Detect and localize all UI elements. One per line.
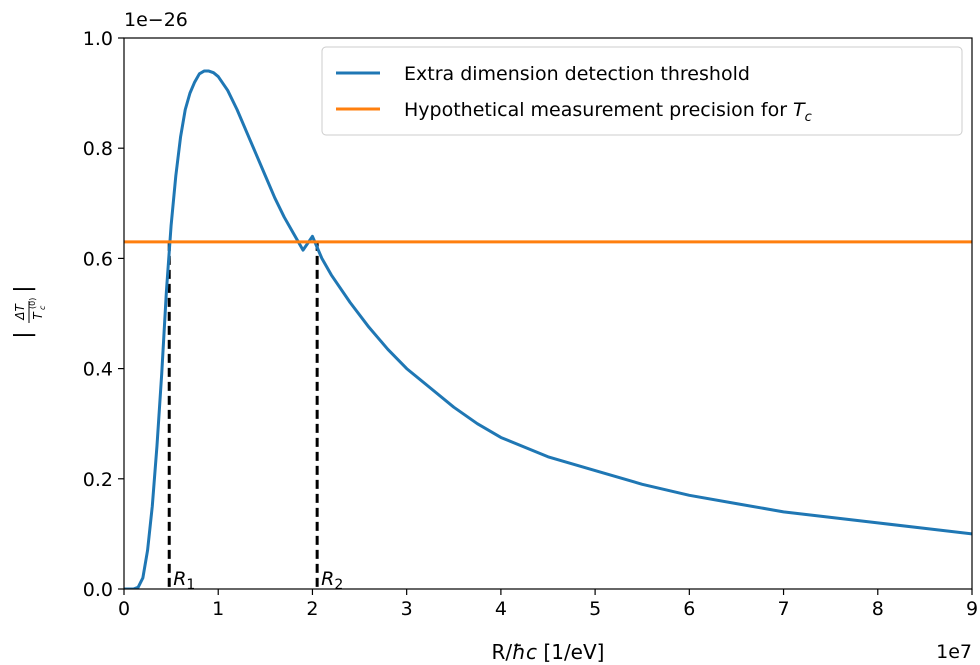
x-tick-label: 3 xyxy=(401,598,413,620)
x-tick-label: 0 xyxy=(118,598,130,620)
marker-label-r1: R1 xyxy=(173,568,195,593)
x-tick-label: 1 xyxy=(212,598,224,620)
marker-label-r2: R2 xyxy=(321,568,343,593)
x-offset-label: 1e7 xyxy=(936,641,972,663)
y-tick-label: 0.8 xyxy=(83,138,113,160)
x-tick-label: 9 xyxy=(966,598,978,620)
x-axis-label: R/ħc [1/eV] xyxy=(492,640,605,664)
svg-text:|: | xyxy=(11,285,36,292)
legend-frame xyxy=(321,46,963,136)
x-tick-label: 2 xyxy=(306,598,318,620)
svg-text:(0): (0) xyxy=(28,298,37,309)
x-tick-label: 7 xyxy=(778,598,790,620)
y-tick-label: 0.4 xyxy=(83,359,113,381)
plot-clip-group xyxy=(124,69,972,589)
legend: Extra dimension detection threshold Hypo… xyxy=(321,46,963,136)
y-tick-label: 0.6 xyxy=(83,248,113,270)
y-tick-label: 1.0 xyxy=(83,28,113,50)
plot-area: R1 R2 xyxy=(124,69,972,593)
y-offset-label: 1e−26 xyxy=(124,9,188,31)
legend-entry-threshold: Extra dimension detection threshold xyxy=(404,63,750,85)
y-axis-label: | ΔT T c (0) | xyxy=(11,285,47,338)
x-tick-label: 8 xyxy=(872,598,884,620)
y-tick-label: 0.2 xyxy=(83,469,113,491)
x-tick-label: 4 xyxy=(495,598,507,620)
axes-frame xyxy=(123,37,973,590)
series-line-threshold xyxy=(124,69,972,589)
y-tick-label: 0.0 xyxy=(83,579,113,601)
svg-text:T: T xyxy=(31,311,45,320)
x-tick-label: 5 xyxy=(589,598,601,620)
axes: 0 1 2 3 4 5 6 7 8 9 0.0 0.2 0.4 0.6 0.8 1.0 xyxy=(83,28,978,620)
svg-text:|: | xyxy=(11,331,36,338)
x-tick-label: 6 xyxy=(683,598,695,620)
legend-entry-precision: Hypothetical measurement precision for T… xyxy=(404,99,812,125)
svg-text:ΔT: ΔT xyxy=(13,303,27,321)
svg-text:c: c xyxy=(38,305,47,310)
